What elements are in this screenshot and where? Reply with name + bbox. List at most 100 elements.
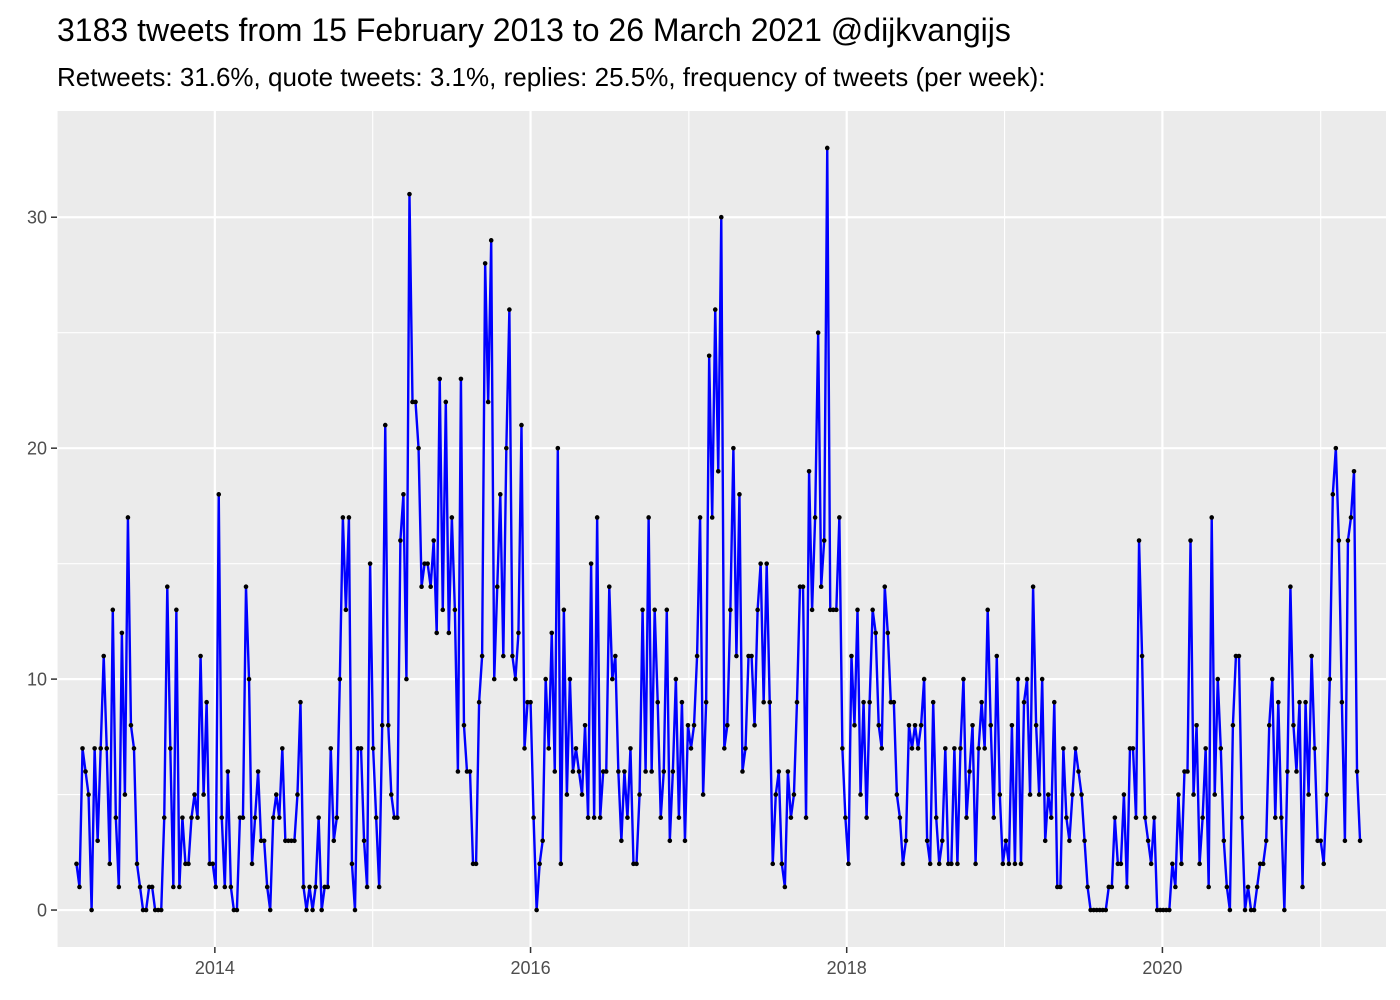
data-point <box>870 607 875 613</box>
data-point <box>664 607 670 613</box>
data-point <box>407 191 412 197</box>
data-point <box>1085 884 1090 890</box>
data-point <box>930 699 936 705</box>
data-point <box>149 884 155 890</box>
data-point <box>585 815 591 820</box>
y-tick-label: 0 <box>37 901 47 921</box>
data-point <box>1303 699 1308 705</box>
data-point <box>709 515 715 520</box>
data-point <box>180 815 185 820</box>
data-point <box>1073 746 1078 751</box>
data-point <box>213 884 219 890</box>
data-point <box>1151 815 1157 820</box>
data-point <box>643 769 648 774</box>
data-point <box>1357 838 1363 844</box>
data-point <box>834 607 839 613</box>
data-point <box>107 861 113 867</box>
data-point <box>219 815 225 820</box>
data-point <box>770 861 776 867</box>
data-point <box>685 723 691 728</box>
data-point <box>955 861 960 867</box>
data-point <box>1227 907 1233 913</box>
data-point <box>86 792 91 797</box>
data-point <box>264 884 270 890</box>
data-point <box>964 815 969 820</box>
data-point <box>852 723 857 728</box>
chart-title: 3183 tweets from 15 February 2013 to 26 … <box>57 12 1011 48</box>
data-point <box>1263 838 1269 844</box>
data-point <box>128 723 134 728</box>
data-point <box>891 699 897 705</box>
data-point <box>715 468 721 474</box>
data-point <box>606 584 612 590</box>
data-point <box>446 630 452 636</box>
data-point <box>404 676 409 682</box>
data-point <box>655 699 661 705</box>
data-point <box>806 468 812 474</box>
data-point <box>697 515 703 520</box>
data-point <box>228 884 234 890</box>
data-point <box>1148 861 1154 867</box>
data-point <box>846 861 851 867</box>
data-point <box>491 676 497 682</box>
data-point <box>104 746 110 751</box>
data-point <box>210 861 215 867</box>
data-point <box>310 907 315 913</box>
y-tick-label: 10 <box>27 670 47 690</box>
data-point <box>625 815 630 820</box>
data-point <box>395 815 400 820</box>
data-point <box>1033 723 1039 728</box>
data-point <box>195 815 200 820</box>
data-point <box>858 792 863 797</box>
data-point <box>761 699 766 705</box>
data-point <box>991 815 997 820</box>
y-tick-label: 20 <box>27 439 47 459</box>
data-point <box>1067 838 1072 844</box>
data-point <box>1130 746 1136 751</box>
data-point <box>588 561 594 566</box>
data-point <box>576 769 582 774</box>
data-point <box>531 815 536 820</box>
data-point <box>1185 769 1190 774</box>
data-point <box>906 723 912 728</box>
data-point <box>334 815 340 820</box>
data-point <box>894 792 900 797</box>
data-point <box>252 815 258 820</box>
data-point <box>1297 699 1302 705</box>
data-point <box>706 353 712 359</box>
data-point <box>652 607 657 613</box>
data-point <box>1036 792 1042 797</box>
data-point <box>755 607 760 613</box>
data-point <box>594 515 600 520</box>
data-point <box>361 838 367 844</box>
data-point <box>370 746 376 751</box>
data-point <box>1224 884 1230 890</box>
data-point <box>479 653 485 659</box>
data-point <box>927 861 933 867</box>
data-point <box>522 746 527 751</box>
data-point <box>943 746 948 751</box>
data-point <box>240 815 246 820</box>
minor-gridlines <box>56 111 1386 947</box>
data-point <box>861 699 866 705</box>
data-point <box>800 584 806 590</box>
data-point <box>189 815 194 820</box>
data-point <box>516 630 521 636</box>
data-point <box>912 723 918 728</box>
data-point <box>1230 723 1236 728</box>
data-point <box>1345 538 1351 543</box>
data-point <box>579 792 585 797</box>
data-point <box>903 838 909 844</box>
data-point <box>921 676 927 682</box>
data-point <box>494 584 500 590</box>
data-point <box>1279 815 1284 820</box>
data-point <box>873 630 878 636</box>
data-point <box>900 861 906 867</box>
data-point <box>973 861 978 867</box>
data-point <box>879 746 885 751</box>
data-point <box>382 422 388 428</box>
data-point <box>1191 792 1196 797</box>
data-point <box>791 792 797 797</box>
data-point <box>177 884 182 890</box>
